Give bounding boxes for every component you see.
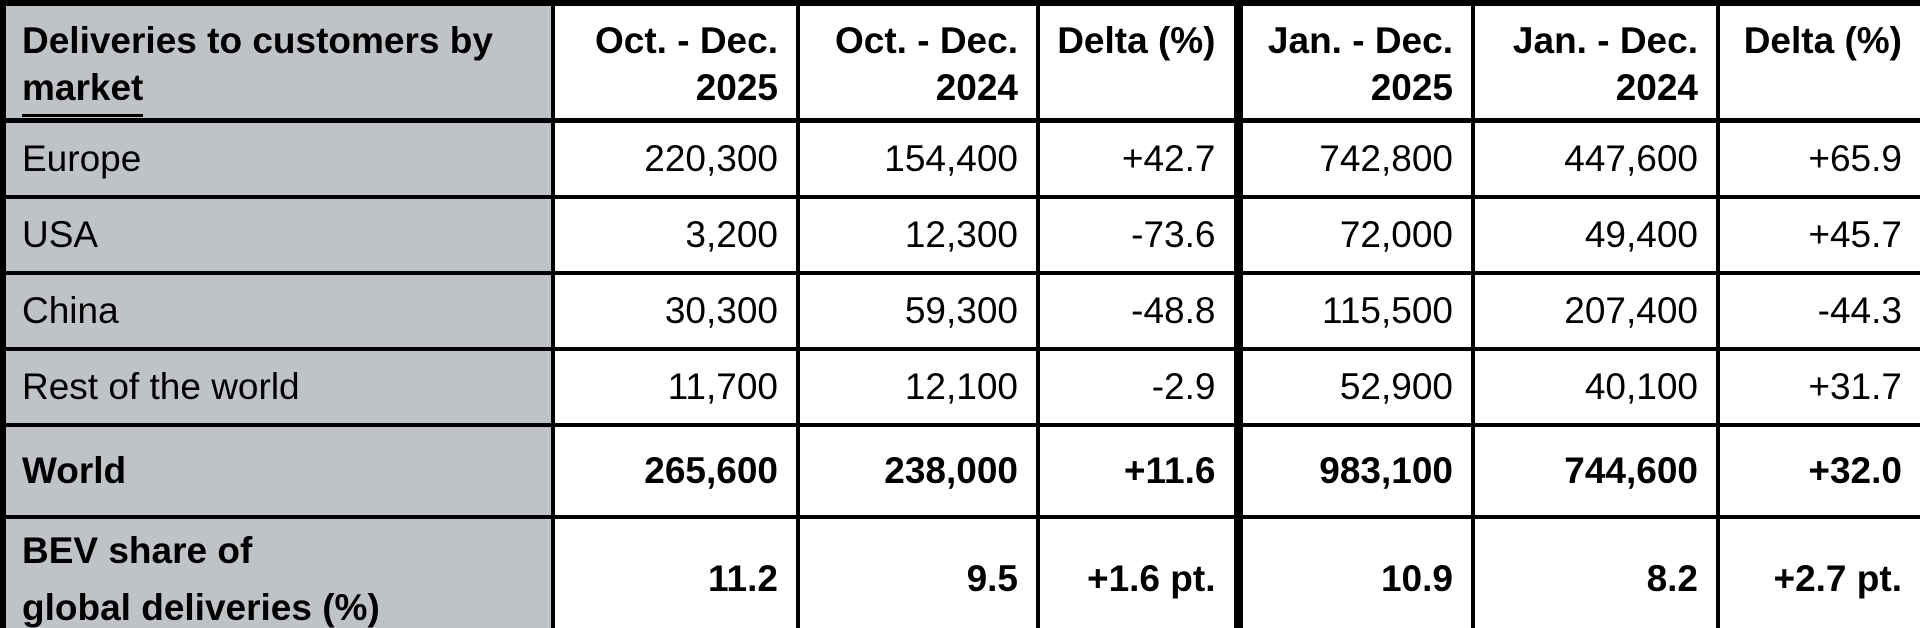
header-line: Jan. - Dec. [1512,20,1698,61]
data-cell: 154,400 [796,118,1040,199]
data-cell: 12,300 [796,194,1040,275]
data-cell: +1.6 pt. [1036,514,1240,628]
data-cell: +45.7 [1716,194,1920,275]
header-label-line1: Deliveries to customers by [22,20,493,61]
data-cell: 265,600 [551,422,800,519]
data-cell: 72,000 [1233,194,1475,275]
data-cell: 983,100 [1233,422,1475,519]
header-delta-q4: Delta (%) [1036,1,1240,124]
header-delta-fy: Delta (%) [1716,1,1920,124]
header-line: Delta (%) [1743,20,1902,61]
data-cell: 12,100 [796,346,1040,427]
data-cell: 59,300 [796,270,1040,351]
data-cell: -2.9 [1036,346,1240,427]
header-line: 2024 [935,66,1018,108]
bev-label-line1: BEV share of [22,529,253,571]
data-cell: 30,300 [551,270,800,351]
data-cell: 220,300 [551,118,800,199]
data-cell: 742,800 [1233,118,1475,199]
header-line: 2024 [1615,66,1698,108]
table-row-china: China 30,300 59,300 -48.8 115,500 207,40… [1,270,1920,351]
data-cell: 447,600 [1471,118,1720,199]
table-row-europe: Europe 220,300 154,400 +42.7 742,800 447… [1,118,1920,199]
data-cell: 9.5 [796,514,1040,628]
data-cell: +2.7 pt. [1716,514,1920,628]
data-cell: +32.0 [1716,422,1920,519]
table-row-bev-share: BEV share of global deliveries (%) 11.2 … [1,514,1920,628]
row-label-world: World [1,422,555,519]
data-cell: -44.3 [1716,270,1920,351]
header-jan-dec-2024: Jan. - Dec. 2024 [1471,1,1720,124]
data-cell: 11,700 [551,346,800,427]
data-cell: 115,500 [1233,270,1475,351]
underlined-market-text: market [22,65,144,116]
data-cell: 238,000 [796,422,1040,519]
bev-label-line2: global deliveries (%) [22,587,380,628]
data-cell: +65.9 [1716,118,1920,199]
data-cell: 207,400 [1471,270,1720,351]
table-row-world: World 265,600 238,000 +11.6 983,100 744,… [1,422,1920,519]
header-line: Delta (%) [1057,20,1216,61]
data-cell: 10.9 [1233,514,1475,628]
header-oct-dec-2024: Oct. - Dec. 2024 [796,1,1040,124]
data-cell: -48.8 [1036,270,1240,351]
row-label-usa: USA [1,194,555,275]
row-label-europe: Europe [1,118,555,199]
table-row-usa: USA 3,200 12,300 -73.6 72,000 49,400 +45… [1,194,1920,275]
header-line: Jan. - Dec. [1267,20,1453,61]
data-cell: +11.6 [1036,422,1240,519]
row-label-bev-share: BEV share of global deliveries (%) [1,514,555,628]
data-cell: 52,900 [1233,346,1475,427]
header-line: Oct. - Dec. [595,20,778,61]
data-cell: +31.7 [1716,346,1920,427]
data-cell: 11.2 [551,514,800,628]
data-cell: 3,200 [551,194,800,275]
header-row: Deliveries to customers by market Oct. -… [1,1,1920,124]
header-line: 2025 [1370,66,1453,108]
header-line: 2025 [695,66,778,108]
header-line: Oct. - Dec. [835,20,1018,61]
data-cell: 744,600 [1471,422,1720,519]
header-jan-dec-2025: Jan. - Dec. 2025 [1233,1,1475,124]
row-label-china: China [1,270,555,351]
data-cell: +42.7 [1036,118,1240,199]
table-row-rest-of-world: Rest of the world 11,700 12,100 -2.9 52,… [1,346,1920,427]
data-cell: 8.2 [1471,514,1720,628]
data-cell: -73.6 [1036,194,1240,275]
row-label-rest-of-world: Rest of the world [1,346,555,427]
data-cell: 40,100 [1471,346,1720,427]
header-oct-dec-2025: Oct. - Dec. 2025 [551,1,800,124]
header-label-deliveries: Deliveries to customers by market [1,1,555,124]
data-cell: 49,400 [1471,194,1720,275]
